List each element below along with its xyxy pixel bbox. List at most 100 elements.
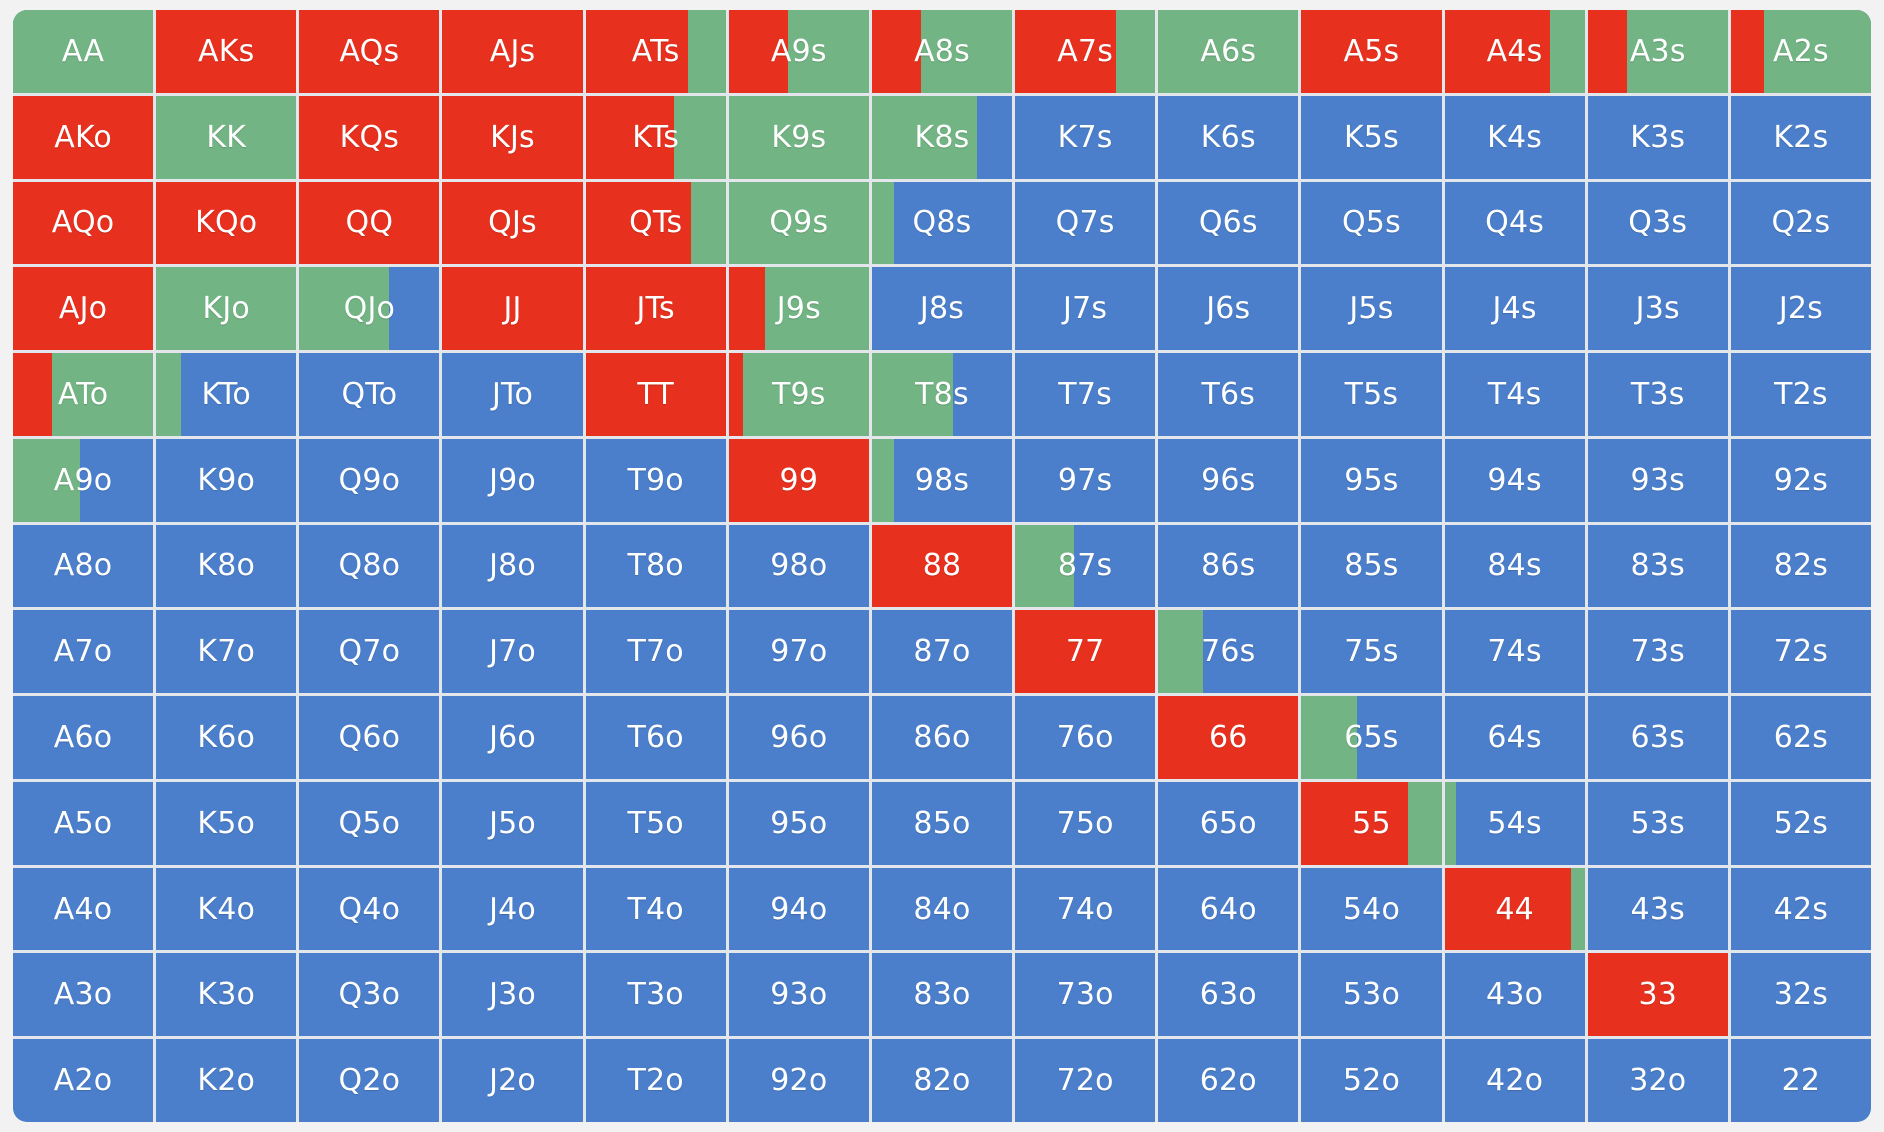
hand-label: J9o <box>489 462 536 498</box>
raise-segment <box>13 353 53 436</box>
hand-label: A6o <box>53 720 113 756</box>
hand-cell-96s: 96s <box>1158 438 1299 522</box>
hand-cell-85s: 85s <box>1301 524 1442 608</box>
hand-label: J5o <box>489 805 536 841</box>
hand-cell-75o: 75o <box>1015 781 1156 865</box>
hand-cell-k9s: K9s <box>728 95 869 179</box>
hand-cell-t5s: T5s <box>1301 353 1442 436</box>
hand-cell-k3s: K3s <box>1587 95 1728 179</box>
call-segment <box>1115 10 1156 93</box>
hand-cell-ato: ATo <box>13 353 154 436</box>
hand-cell-72o: 72o <box>1015 1039 1156 1122</box>
raise-segment <box>585 10 688 93</box>
hand-cell-65o: 65o <box>1158 781 1299 865</box>
hand-label: A6s <box>1200 33 1257 69</box>
call-segment <box>673 95 726 179</box>
hand-label: AJo <box>58 291 108 327</box>
hand-cell-65s: 65s <box>1301 696 1442 779</box>
hand-cell-88: 88 <box>871 524 1013 608</box>
hand-label: 86s <box>1201 548 1256 584</box>
hand-cell-j7o: J7o <box>442 610 583 694</box>
hand-cell-85o: 85o <box>871 781 1013 865</box>
hand-cell-63s: 63s <box>1587 696 1728 779</box>
hand-cell-j5o: J5o <box>442 781 583 865</box>
call-segment <box>13 438 81 522</box>
hand-cell-a8o: A8o <box>13 524 154 608</box>
hand-label: K8s <box>914 119 970 155</box>
hand-label: T8s <box>915 376 969 412</box>
hand-label: 84s <box>1487 548 1542 584</box>
hand-label: K7o <box>197 634 256 670</box>
hand-label: 88 <box>922 548 962 584</box>
call-segment <box>1444 781 1456 865</box>
call-segment <box>1158 610 1204 694</box>
hand-cell-a4o: A4o <box>13 867 154 951</box>
hand-label: 63o <box>1199 977 1257 1013</box>
hand-label: K5s <box>1343 119 1399 155</box>
raise-segment <box>728 10 788 93</box>
hand-label: T5s <box>1344 376 1399 412</box>
hand-label: QTs <box>629 205 683 241</box>
hand-label: 92o <box>770 1063 828 1099</box>
hand-cell-54o: 54o <box>1301 867 1442 951</box>
call-segment <box>742 353 869 436</box>
hand-label: TT <box>637 376 674 412</box>
call-segment <box>871 353 954 436</box>
hand-label: 62s <box>1773 720 1829 756</box>
hand-cell-q5o: Q5o <box>299 781 440 865</box>
hand-label: 96o <box>770 720 828 756</box>
call-segment <box>871 438 895 522</box>
hand-cell-92o: 92o <box>728 1039 869 1122</box>
hand-label: 52o <box>1342 1063 1401 1099</box>
raise-segment <box>442 95 583 179</box>
hand-cell-84s: 84s <box>1444 524 1585 608</box>
call-segment <box>690 181 726 265</box>
hand-label: KJs <box>490 119 535 155</box>
hand-label: K7s <box>1057 119 1113 155</box>
hand-cell-32s: 32s <box>1730 953 1871 1037</box>
hand-cell-k7o: K7o <box>156 610 297 694</box>
hand-cell-q4s: Q4s <box>1444 181 1585 265</box>
hand-label: Q3o <box>338 977 401 1013</box>
hand-cell-32o: 32o <box>1587 1039 1728 1122</box>
hand-cell-95o: 95o <box>728 781 869 865</box>
hand-label: K6o <box>197 720 256 756</box>
hand-cell-j2s: J2s <box>1730 267 1871 351</box>
hand-label: J3o <box>489 977 536 1013</box>
hand-cell-a6s: A6s <box>1158 10 1299 93</box>
hand-cell-82s: 82s <box>1730 524 1871 608</box>
hand-cell-93s: 93s <box>1587 438 1728 522</box>
hand-label: 42s <box>1773 891 1829 927</box>
hand-label: 54o <box>1342 891 1401 927</box>
hand-label: 93s <box>1630 462 1685 498</box>
hand-label: 32o <box>1629 1063 1687 1099</box>
hand-cell-kk: KK <box>156 95 297 179</box>
call-segment <box>156 267 297 351</box>
raise-segment <box>442 181 583 265</box>
hand-cell-87o: 87o <box>871 610 1013 694</box>
hand-label: 84o <box>913 891 971 927</box>
hand-label: J4s <box>1492 291 1537 327</box>
hand-label: 98o <box>770 548 828 584</box>
hand-label: 97o <box>770 634 828 670</box>
hand-label: T6o <box>627 720 684 756</box>
hand-cell-63o: 63o <box>1158 953 1299 1037</box>
hand-label: 55 <box>1352 805 1391 841</box>
hand-cell-43s: 43s <box>1587 867 1728 951</box>
hand-cell-q7s: Q7s <box>1015 181 1156 265</box>
hand-cell-q9o: Q9o <box>299 438 440 522</box>
hand-label: 73o <box>1056 977 1114 1013</box>
hand-label: Q7s <box>1055 205 1115 241</box>
hand-label: 96s <box>1201 462 1256 498</box>
hand-label: A9s <box>770 33 827 69</box>
call-segment <box>1764 10 1871 93</box>
hand-cell-q9s: Q9s <box>728 181 869 265</box>
hand-label: 86o <box>913 720 971 756</box>
raise-segment <box>13 267 154 351</box>
hand-label: J5s <box>1349 291 1394 327</box>
raise-segment <box>1015 610 1156 694</box>
hand-cell-44: 44 <box>1444 867 1585 951</box>
hand-label: 74s <box>1487 634 1542 670</box>
hand-cell-t7o: T7o <box>585 610 726 694</box>
hand-cell-jts: JTs <box>585 267 726 351</box>
